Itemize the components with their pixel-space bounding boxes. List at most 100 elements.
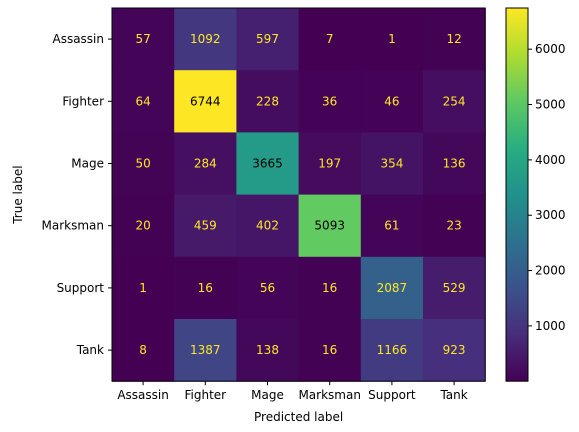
heatmap-cell	[298, 8, 362, 71]
heatmap-cell	[236, 70, 300, 133]
cell-value-label: 1092	[190, 32, 221, 46]
cell-value-label: 354	[380, 157, 403, 171]
y-tick-label: Marksman	[42, 219, 105, 233]
cell-value-label: 6744	[190, 94, 221, 108]
heatmap-cell	[174, 319, 237, 382]
heatmap-cell	[423, 256, 486, 320]
x-axis-ticks: Assassin Fighter Mage Marksman Support Tank	[117, 381, 468, 402]
x-tick-label: Marksman	[298, 388, 361, 402]
heatmap-cell	[112, 132, 175, 196]
heatmap-cell	[236, 194, 300, 258]
cell-value-label: 1	[139, 281, 147, 295]
colorbar-tick-label: 1000	[535, 319, 566, 333]
heatmap-cell	[112, 8, 175, 71]
x-tick-label: Assassin	[117, 388, 169, 402]
y-tick-label: Support	[57, 281, 105, 295]
y-tick-label: Assassin	[52, 32, 104, 46]
cell-value-label: 16	[322, 281, 337, 295]
cell-value-label: 8	[139, 343, 147, 357]
colorbar-tick-label: 4000	[535, 153, 566, 167]
heatmap-cell	[298, 132, 362, 196]
cell-value-label: 20	[135, 219, 150, 233]
colorbar-tick-label: 3000	[535, 208, 566, 222]
cell-value-label: 197	[318, 157, 341, 171]
cell-value-label: 1166	[377, 343, 408, 357]
heatmap-cell	[298, 319, 362, 382]
colorbar-tick-label: 2000	[535, 264, 566, 278]
cell-value-label: 12	[446, 32, 461, 46]
heatmap-cell	[423, 194, 486, 258]
heatmap-cell	[423, 70, 486, 133]
heatmap-cell	[360, 319, 424, 382]
cell-value-label: 138	[256, 343, 279, 357]
colorbar-ticks: 1000 2000 3000 4000 5000 6000	[528, 42, 566, 333]
heatmap-cell	[423, 319, 486, 382]
x-tick-label: Fighter	[184, 388, 226, 402]
cell-value-label: 50	[135, 157, 150, 171]
cell-value-label: 5093	[314, 219, 345, 233]
cell-value-label: 2087	[377, 281, 408, 295]
cell-value-label: 56	[260, 281, 275, 295]
x-axis-label: Predicted label	[254, 410, 343, 424]
cell-value-label: 597	[256, 32, 279, 46]
heatmap-cell	[174, 8, 237, 71]
cell-value-label: 1387	[190, 343, 221, 357]
colorbar	[506, 8, 528, 382]
heatmap-cell	[423, 132, 486, 196]
cell-value-label: 57	[135, 32, 150, 46]
cell-value-label: 402	[256, 219, 279, 233]
heatmap-cell	[112, 70, 175, 133]
heatmap-cell	[174, 70, 237, 133]
heatmap-cell	[423, 8, 486, 71]
heatmap-cell	[174, 194, 237, 258]
heatmap-cells	[112, 8, 486, 382]
cell-value-label: 284	[194, 157, 217, 171]
cell-value-label: 23	[446, 219, 461, 233]
y-tick-label: Tank	[76, 343, 104, 357]
y-axis-ticks: Assassin Fighter Mage Marksman Support Tank	[42, 32, 112, 357]
colorbar-frame	[505, 7, 529, 382]
heatmap-cell	[112, 319, 175, 382]
cell-value-label: 3665	[252, 157, 283, 171]
cell-value-label: 1	[388, 32, 396, 46]
heatmap-cell	[236, 8, 300, 71]
heatmap-cell	[360, 70, 424, 133]
cell-value-label: 7	[326, 32, 334, 46]
heatmap-cell	[174, 132, 237, 196]
colorbar-tick-label: 6000	[535, 42, 566, 56]
cell-value-label: 136	[443, 157, 466, 171]
x-tick-label: Support	[368, 388, 416, 402]
plot-frame	[111, 7, 486, 382]
heatmap-cell	[360, 8, 424, 71]
heatmap-cell	[236, 132, 300, 196]
heatmap-cell	[298, 194, 362, 258]
heatmap-cell	[112, 256, 175, 320]
cell-value-label: 46	[384, 94, 399, 108]
cell-value-label: 459	[194, 219, 217, 233]
cell-value-label: 36	[322, 94, 337, 108]
y-axis-label: True label	[11, 165, 25, 224]
y-tick-label: Mage	[71, 157, 104, 171]
heatmap-cell	[236, 319, 300, 382]
cell-value-label: 529	[443, 281, 466, 295]
heatmap-cell	[360, 256, 424, 320]
cell-value-label: 254	[443, 94, 466, 108]
cell-value-label: 61	[384, 219, 399, 233]
colorbar-tick-label: 5000	[535, 98, 566, 112]
cell-value-label: 16	[322, 343, 337, 357]
cell-value-label: 923	[443, 343, 466, 357]
cell-value-label: 228	[256, 94, 279, 108]
heatmap-cell	[298, 256, 362, 320]
heatmap-cell	[298, 70, 362, 133]
cell-value-label: 64	[135, 94, 150, 108]
heatmap-cell	[174, 256, 237, 320]
cell-value-label: 16	[198, 281, 213, 295]
heatmap-cell	[360, 132, 424, 196]
heatmap-cell	[360, 194, 424, 258]
x-tick-label: Tank	[439, 388, 467, 402]
heatmap-cell	[236, 256, 300, 320]
x-tick-label: Mage	[251, 388, 284, 402]
y-tick-label: Fighter	[62, 94, 104, 108]
